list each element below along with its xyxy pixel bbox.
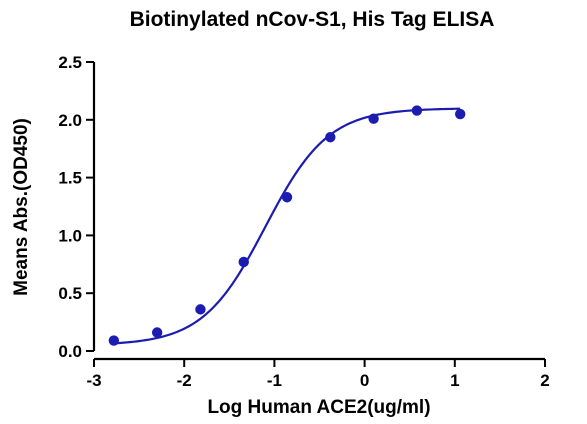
data-point <box>195 304 206 315</box>
data-point <box>238 256 249 268</box>
x-tick-label: 1 <box>450 371 459 390</box>
y-tick-label: 2.5 <box>58 53 82 72</box>
x-tick-label: -2 <box>177 371 192 390</box>
y-axis-label: Means Abs.(OD450) <box>11 118 32 296</box>
axes <box>92 62 545 361</box>
y-tick-label: 2.0 <box>58 111 82 130</box>
x-axis-label: Log Human ACE2(ug/ml) <box>207 397 430 418</box>
x-tick-label: -3 <box>86 371 101 390</box>
data-points <box>108 105 466 346</box>
y-tick-label: 0.5 <box>58 284 82 303</box>
data-point <box>151 327 163 338</box>
data-point <box>368 113 379 124</box>
chart-title: Biotinylated nCov-S1, His Tag ELISA <box>130 8 495 31</box>
fit-curve <box>113 107 461 345</box>
data-point <box>108 335 120 346</box>
data-point <box>455 108 466 120</box>
x-axis-ticks: -3 -2 -1 0 1 2 <box>86 359 550 390</box>
x-tick-label: 2 <box>540 371 549 390</box>
y-tick-label: 1.5 <box>58 169 82 188</box>
y-axis-ticks: 0.0 0.5 1.0 1.5 2.0 2.5 <box>58 53 94 361</box>
y-tick-label: 0.0 <box>58 342 82 361</box>
data-point <box>281 192 293 203</box>
y-tick-label: 1.0 <box>58 226 82 245</box>
x-tick-label: 0 <box>360 371 369 390</box>
x-tick-label: -1 <box>267 371 282 390</box>
data-point <box>325 131 336 143</box>
data-point <box>411 105 423 116</box>
